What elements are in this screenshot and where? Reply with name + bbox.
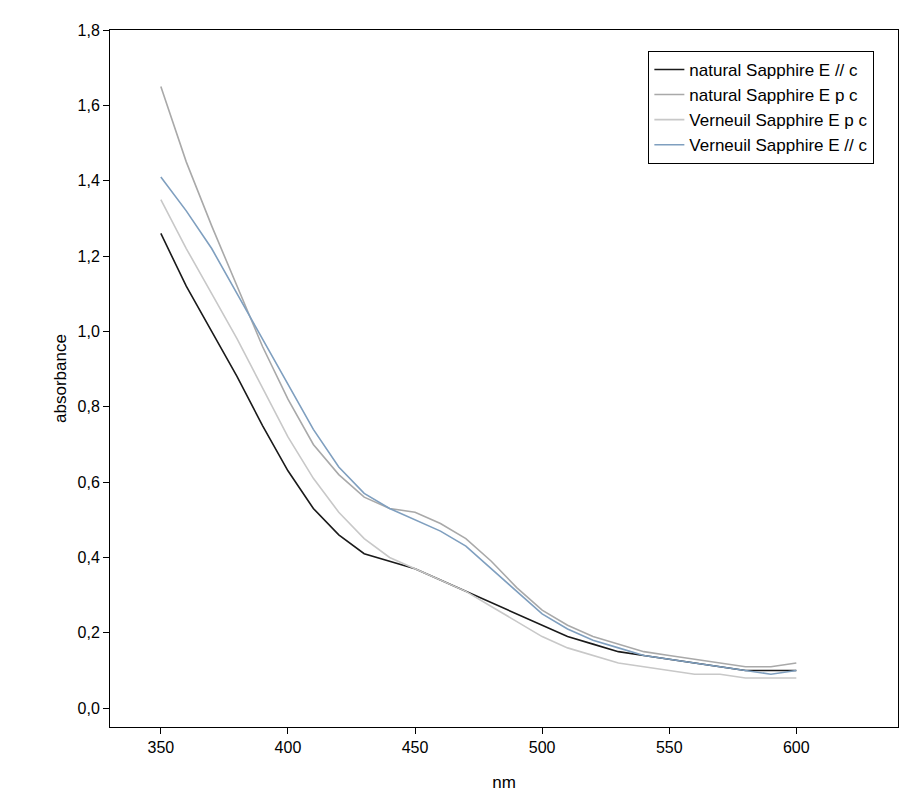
svg-text:Verneuil Sapphire E // c: Verneuil Sapphire E // c bbox=[689, 136, 867, 155]
svg-text:0,4: 0,4 bbox=[78, 549, 100, 566]
svg-text:400: 400 bbox=[275, 739, 302, 756]
svg-text:1,6: 1,6 bbox=[78, 97, 100, 114]
svg-text:500: 500 bbox=[529, 739, 556, 756]
svg-text:450: 450 bbox=[402, 739, 429, 756]
svg-text:0,2: 0,2 bbox=[78, 624, 100, 641]
svg-text:600: 600 bbox=[783, 739, 810, 756]
svg-text:natural Sapphire E // c: natural Sapphire E // c bbox=[689, 61, 858, 80]
svg-text:1,0: 1,0 bbox=[78, 323, 100, 340]
svg-text:natural Sapphire E p c: natural Sapphire E p c bbox=[689, 86, 858, 105]
svg-text:0,8: 0,8 bbox=[78, 398, 100, 415]
svg-text:Verneuil Sapphire E p c: Verneuil Sapphire E p c bbox=[689, 111, 867, 130]
svg-text:550: 550 bbox=[656, 739, 683, 756]
svg-text:1,2: 1,2 bbox=[78, 248, 100, 265]
svg-text:0,0: 0,0 bbox=[78, 700, 100, 717]
svg-text:absorbance: absorbance bbox=[51, 334, 70, 423]
svg-text:0,6: 0,6 bbox=[78, 474, 100, 491]
svg-text:1,8: 1,8 bbox=[78, 22, 100, 39]
svg-text:nm: nm bbox=[492, 773, 516, 792]
svg-text:1,4: 1,4 bbox=[78, 172, 100, 189]
svg-text:350: 350 bbox=[147, 739, 174, 756]
